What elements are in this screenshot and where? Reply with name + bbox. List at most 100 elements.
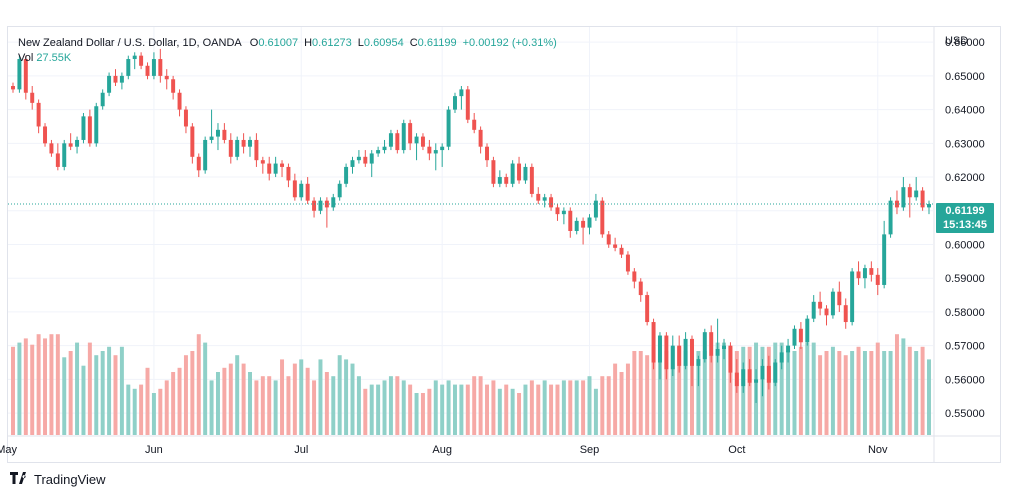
candle-body [606,234,611,245]
volume-bar [177,367,182,435]
candle-body [235,139,240,157]
candle-body [68,143,73,147]
candle-body [267,163,272,174]
volume-bar [619,372,624,435]
volume-value: 27.55K [36,52,72,64]
volume-bar [401,380,406,435]
volume-bar [542,380,547,435]
price-candles [11,48,931,403]
volume-bar [472,376,477,435]
volume-bar [824,351,829,435]
candle-body [81,116,86,140]
volume-bar [792,351,797,435]
volume-bar [203,342,208,435]
volume-bar [132,388,137,435]
candle-body [107,75,112,93]
volume-bar [786,351,791,435]
volume-bar [30,344,35,435]
volume-bar [504,384,509,435]
candle-body [151,59,156,76]
volume-bar [408,384,413,435]
time-tick-label: Oct [728,444,745,456]
candle-body [856,271,861,279]
candle-body [491,160,496,184]
candle-body [158,59,163,76]
volume-bar [856,346,861,435]
candle-body [728,345,733,373]
volume-bar [292,363,297,435]
volume-bar [126,384,131,435]
candle-body [420,136,425,147]
volume-bar [433,380,438,435]
time-axis[interactable]: May Jun Jul Aug Sep Oct Nov [0,444,888,456]
candle-body [222,129,227,140]
candle-body [139,55,144,66]
volume-bar [574,380,579,435]
volume-bar [690,346,694,435]
candle-body [901,187,906,208]
candle-body [171,79,176,93]
candle-body [17,59,22,90]
candle-body [55,153,60,167]
volume-bar [62,357,67,435]
volume-bar [568,380,573,435]
volume-bar [94,355,99,435]
volume-bar [837,351,842,435]
volume-bar [561,380,566,435]
volume-bar [260,376,265,435]
volume-bar [87,342,92,435]
candle-body [119,75,124,83]
candle-body [677,345,682,366]
volume-bar [119,346,124,435]
volume-bar [23,338,28,435]
candle-body [312,200,317,211]
candle-body [517,163,522,181]
tradingview-footer[interactable]: TradingView [10,472,106,487]
candle-body [305,183,310,201]
volume-bar [36,334,41,435]
volume-bar [248,372,252,435]
candle-body [587,217,592,228]
price-tick-label: 0.58000 [945,307,985,319]
candle-body [62,143,67,167]
candle-body [792,328,797,346]
volume-bar [356,376,361,435]
volume-bar [645,355,650,435]
candle-body [433,150,438,154]
volume-bar [677,346,682,435]
candle-body [920,190,925,208]
volume-bar [510,388,515,435]
volume-bar [798,346,803,435]
price-axis[interactable]: 0.660000.650000.640000.630000.620000.610… [945,37,985,420]
volume-bar [55,334,60,435]
candle-body [824,308,829,316]
volume-bar [324,372,329,435]
candle-body [472,119,477,130]
volume-bar [427,388,432,435]
candle-body [280,163,285,167]
volume-bar [811,342,816,435]
candle-body [241,139,246,147]
candle-body [376,150,381,154]
volume-bar [350,363,355,435]
volume-bar [382,380,387,435]
price-tick-label: 0.64000 [945,105,985,117]
price-tick-label: 0.65000 [945,71,985,83]
candle-body [113,75,118,83]
volume-bar [331,376,336,435]
volume-bar [587,376,592,435]
candle-body [465,89,470,120]
volume-bar [901,338,906,435]
tradingview-logo-icon [10,472,30,487]
time-tick-label: May [0,444,17,456]
candle-body [657,335,662,363]
volume-bar [722,342,727,435]
candle-body [248,139,252,147]
candle-body [741,369,746,387]
candle-body [203,139,208,171]
volume-bar [171,372,176,435]
candle-body [702,332,707,360]
candle-body [87,116,92,144]
candle-body [344,166,349,184]
